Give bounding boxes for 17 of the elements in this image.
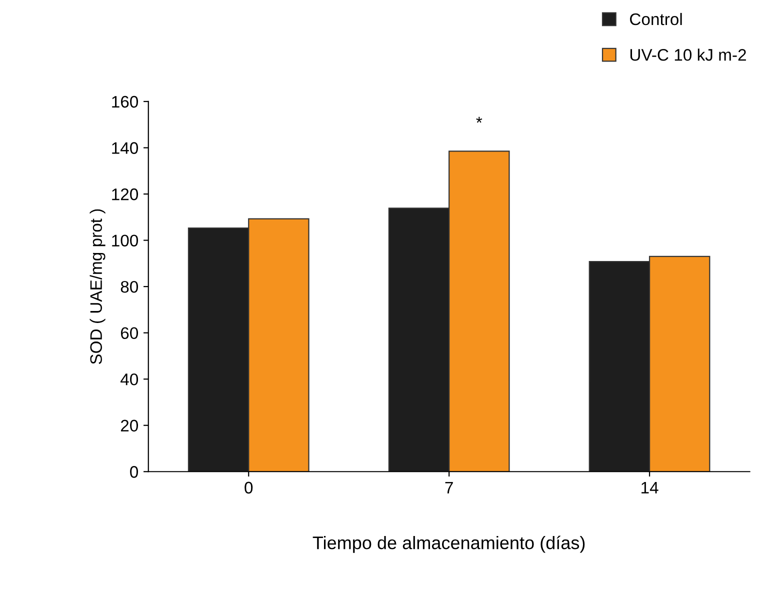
y-tick-label: 0	[130, 466, 138, 478]
y-axis-title: SOD ( UAE/mg prot )	[90, 209, 106, 364]
y-tick-label: 160	[112, 96, 138, 108]
legend-label: Control	[630, 12, 682, 26]
y-tick-label: 20	[120, 420, 138, 432]
y-tick-label: 60	[120, 327, 138, 340]
y-tick-label: 100	[112, 234, 138, 246]
x-tick-label: 14	[642, 482, 658, 494]
y-tick-label: 40	[120, 373, 138, 386]
annotation: *	[476, 116, 482, 123]
y-tick-label: 140	[112, 142, 138, 154]
legend-label: UV-C 10 kJ m-2	[630, 48, 746, 61]
y-tick-label: 80	[120, 280, 138, 293]
y-tick-label: 120	[112, 188, 138, 200]
x-tick-label: 0	[244, 482, 253, 494]
x-tick-label: 7	[445, 482, 453, 494]
x-axis-title: Tiempo de almacenamiento (días)	[312, 536, 585, 553]
